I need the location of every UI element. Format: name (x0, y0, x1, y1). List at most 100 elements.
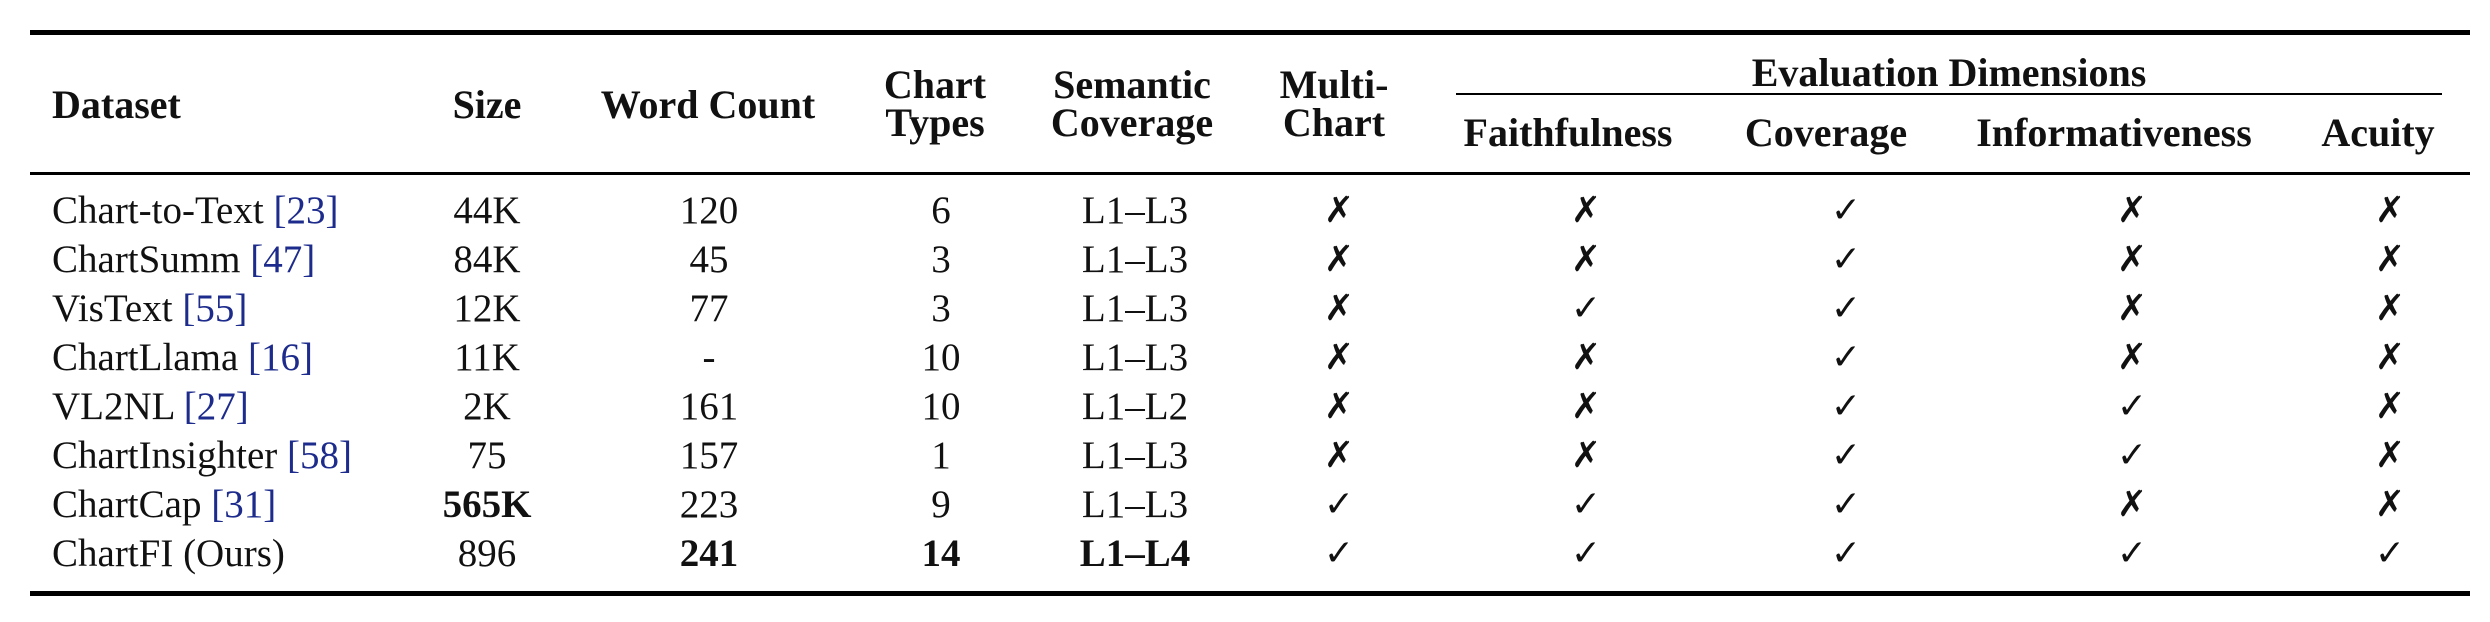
words-cell: - (702, 335, 716, 379)
semantic-cell: L1–L3 (1081, 335, 1189, 379)
dataset-name-cell: VL2NL [27] (30, 382, 412, 431)
table-row: ChartLlama [16] 11K - 10 L1–L3 ✗ ✗ ✓ ✗ ✗ (30, 333, 2470, 382)
header-size: Size (452, 82, 522, 127)
dataset-name-cell: ChartInsighter [58] (30, 431, 412, 480)
citation-link[interactable]: [16] (248, 335, 313, 379)
faith-cell: ✗ (1434, 186, 1738, 235)
check-mark-icon: ✓ (1323, 484, 1355, 525)
cross-mark-icon: ✗ (2374, 190, 2406, 231)
dataset-name: ChartFI (Ours) (52, 531, 285, 575)
table-row: ChartInsighter [58] 75 157 1 L1–L3 ✗ ✗ ✓ ✓ ✗ (30, 431, 2470, 480)
faith-cell: ✗ (1434, 235, 1738, 284)
table-row: ChartSumm [47] 84K 45 3 L1–L3 ✗ ✗ ✓ ✗ ✗ (30, 235, 2470, 284)
size-cell: 12K (453, 286, 521, 330)
dataset-name-cell: ChartCap [31] (30, 480, 412, 529)
table-body: Chart-to-Text [23] 44K 120 6 L1–L3 ✗ ✗ ✓ ✗ ✗ Chart… (30, 186, 2470, 578)
citation-link[interactable]: [55] (182, 286, 248, 330)
dataset-name-cell: ChartFI (Ours) (30, 529, 412, 578)
dataset-name: ChartLlama (52, 335, 249, 379)
check-mark-icon: ✓ (1830, 288, 1862, 329)
faith-cell: ✗ (1434, 382, 1738, 431)
citation-link[interactable]: [31] (211, 482, 277, 526)
dataset-name: ChartSumm (52, 237, 251, 281)
citation-link[interactable]: [23] (273, 188, 339, 232)
acuity-cell: ✗ (2310, 382, 2470, 431)
info-cell: ✗ (1954, 480, 2310, 529)
cross-mark-icon: ✗ (2374, 386, 2406, 427)
faith-cell: ✓ (1434, 284, 1738, 333)
cross-mark-icon: ✗ (1570, 337, 1602, 378)
words-cell: 161 (679, 384, 739, 428)
dataset-name-cell: Chart-to-Text [23] (30, 186, 412, 235)
dataset-name-cell: ChartSumm [47] (30, 235, 412, 284)
multi-cell: ✗ (1244, 186, 1434, 235)
acuity-cell: ✗ (2310, 333, 2470, 382)
multi-cell: ✓ (1244, 529, 1434, 578)
header-acuity: Acuity (2321, 110, 2435, 155)
header-evaluation-dimensions: Evaluation Dimensions (1751, 50, 2147, 95)
size-cell: 75 (467, 433, 507, 477)
check-mark-icon: ✓ (1830, 239, 1862, 280)
info-cell: ✓ (1954, 431, 2310, 480)
dataset-name: ChartCap (52, 482, 212, 526)
dataset-name: ChartInsighter (52, 433, 288, 477)
cross-mark-icon: ✗ (1323, 288, 1355, 329)
words-cell: 120 (679, 188, 739, 232)
size-cell: 84K (453, 237, 521, 281)
check-mark-icon: ✓ (1830, 190, 1862, 231)
cross-mark-icon: ✗ (1323, 337, 1355, 378)
table-row: Chart-to-Text [23] 44K 120 6 L1–L3 ✗ ✗ ✓ ✗ ✗ (30, 186, 2470, 235)
dataset-name: VL2NL (52, 384, 184, 428)
cov-cell: ✓ (1738, 431, 1954, 480)
cross-mark-icon: ✗ (2116, 484, 2148, 525)
multi-cell: ✗ (1244, 284, 1434, 333)
cov-cell: ✓ (1738, 333, 1954, 382)
header-semantic-coverage: Semantic Coverage (1050, 62, 1214, 145)
header-rule (30, 172, 2470, 175)
faith-cell: ✗ (1434, 431, 1738, 480)
cov-cell: ✓ (1738, 284, 1954, 333)
cross-mark-icon: ✗ (1323, 386, 1355, 427)
cov-cell: ✓ (1738, 480, 1954, 529)
header-coverage: Coverage (1744, 110, 1908, 155)
size-cell: 565K (442, 482, 532, 526)
semantic-cell: L1–L3 (1081, 482, 1189, 526)
types-cell: 10 (921, 335, 961, 379)
acuity-cell: ✓ (2310, 529, 2470, 578)
types-cell: 14 (921, 531, 961, 575)
cross-mark-icon: ✗ (2374, 484, 2406, 525)
header-faithfulness: Faithfulness (1463, 110, 1673, 155)
types-cell: 3 (931, 286, 951, 330)
table-row: ChartCap [31] 565K 223 9 L1–L3 ✓ ✓ ✓ ✗ ✗ (30, 480, 2470, 529)
cross-mark-icon: ✗ (1323, 239, 1355, 280)
size-cell: 2K (463, 384, 511, 428)
semantic-cell: L1–L3 (1081, 237, 1189, 281)
semantic-cell: L1–L3 (1081, 433, 1189, 477)
citation-link[interactable]: [27] (183, 384, 249, 428)
semantic-cell: L1–L3 (1081, 188, 1189, 232)
citation-link[interactable]: [47] (250, 237, 316, 281)
cross-mark-icon: ✗ (1570, 190, 1602, 231)
size-cell: 11K (454, 335, 520, 379)
cross-mark-icon: ✗ (1570, 386, 1602, 427)
cross-mark-icon: ✗ (2116, 239, 2148, 280)
faith-cell: ✓ (1434, 529, 1738, 578)
check-mark-icon: ✓ (1323, 533, 1355, 574)
citation-link[interactable]: [58] (287, 433, 353, 477)
acuity-cell: ✗ (2310, 235, 2470, 284)
cross-mark-icon: ✗ (1323, 190, 1355, 231)
cross-mark-icon: ✗ (2116, 190, 2148, 231)
cross-mark-icon: ✗ (2116, 337, 2148, 378)
info-cell: ✗ (1954, 186, 2310, 235)
check-mark-icon: ✓ (1830, 386, 1862, 427)
check-mark-icon: ✓ (2116, 386, 2148, 427)
dataset-name-cell: ChartLlama [16] (30, 333, 412, 382)
check-mark-icon: ✓ (2116, 435, 2148, 476)
check-mark-icon: ✓ (1830, 337, 1862, 378)
cross-mark-icon: ✗ (2374, 337, 2406, 378)
types-cell: 9 (931, 482, 951, 526)
types-cell: 10 (921, 384, 961, 428)
check-mark-icon: ✓ (2374, 533, 2406, 574)
multi-cell: ✗ (1244, 431, 1434, 480)
cov-cell: ✓ (1738, 382, 1954, 431)
